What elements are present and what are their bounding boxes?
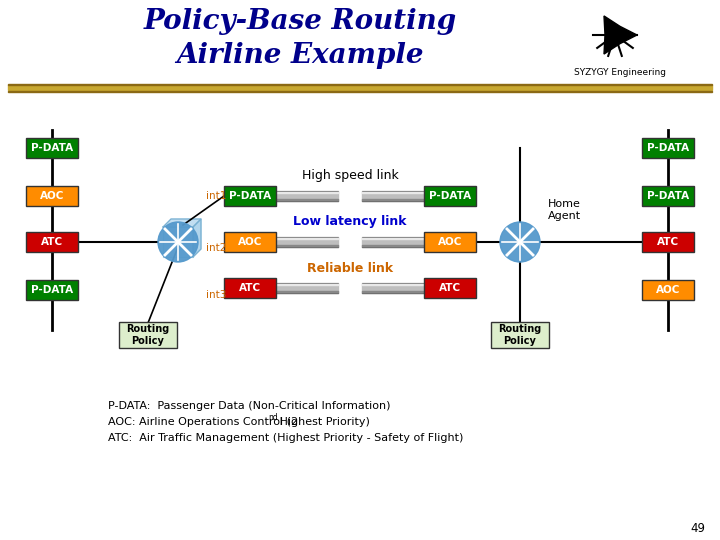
Bar [424, 278, 476, 298]
Bar [8, 91, 712, 92]
Bar [424, 186, 476, 206]
Text: AOC: AOC [438, 237, 462, 247]
Text: int2: int2 [206, 243, 226, 253]
Text: High speed link: High speed link [302, 168, 398, 181]
Text: P-DATA: P-DATA [31, 285, 73, 295]
Text: AOC: Airline Operations Control (2: AOC: Airline Operations Control (2 [108, 417, 298, 427]
Bar [8, 85, 712, 90]
Text: AOC: AOC [40, 191, 64, 201]
Bar [642, 186, 694, 206]
Text: int1: int1 [206, 191, 226, 201]
Bar [224, 232, 276, 252]
Text: P-DATA: P-DATA [429, 191, 471, 201]
Bar [642, 280, 694, 300]
Text: nd: nd [269, 414, 278, 422]
Text: SYZYGY Engineering: SYZYGY Engineering [574, 68, 666, 77]
Text: Home
Agent: Home Agent [548, 199, 581, 221]
Bar [26, 186, 78, 206]
Bar [642, 232, 694, 252]
Circle shape [500, 222, 540, 262]
Text: AOC: AOC [656, 285, 680, 295]
Text: Reliable link: Reliable link [307, 261, 393, 274]
Text: ATC:  Air Traffic Management (Highest Priority - Safety of Flight): ATC: Air Traffic Management (Highest Pri… [108, 433, 464, 443]
Polygon shape [193, 219, 201, 257]
Bar [491, 322, 549, 348]
Bar [26, 280, 78, 300]
Text: Highest Priority): Highest Priority) [276, 417, 370, 427]
Bar [224, 278, 276, 298]
Text: ATC: ATC [239, 283, 261, 293]
Text: AOC: AOC [238, 237, 262, 247]
Bar [26, 138, 78, 158]
Text: Airline Example: Airline Example [176, 42, 424, 69]
Text: ATC: ATC [657, 237, 679, 247]
Text: P-DATA: P-DATA [647, 191, 689, 201]
Text: Routing
Policy: Routing Policy [498, 324, 541, 346]
Polygon shape [163, 219, 201, 227]
Bar [119, 322, 177, 348]
Text: Low latency link: Low latency link [293, 215, 407, 228]
Text: ATC: ATC [41, 237, 63, 247]
Polygon shape [604, 16, 637, 54]
Text: P-DATA: P-DATA [647, 143, 689, 153]
Bar [424, 232, 476, 252]
Bar [642, 138, 694, 158]
Text: P-DATA: P-DATA [31, 143, 73, 153]
Text: P-DATA:  Passenger Data (Non-Critical Information): P-DATA: Passenger Data (Non-Critical Inf… [108, 401, 390, 411]
Text: 49: 49 [690, 522, 705, 535]
Bar [224, 186, 276, 206]
Text: Routing
Policy: Routing Policy [127, 324, 170, 346]
Text: Policy-Base Routing: Policy-Base Routing [143, 8, 456, 35]
Text: P-DATA: P-DATA [229, 191, 271, 201]
Text: int3: int3 [206, 290, 226, 300]
Bar [163, 227, 193, 257]
Bar [8, 84, 712, 85]
Circle shape [158, 222, 198, 262]
Bar [26, 232, 78, 252]
Text: ATC: ATC [439, 283, 461, 293]
